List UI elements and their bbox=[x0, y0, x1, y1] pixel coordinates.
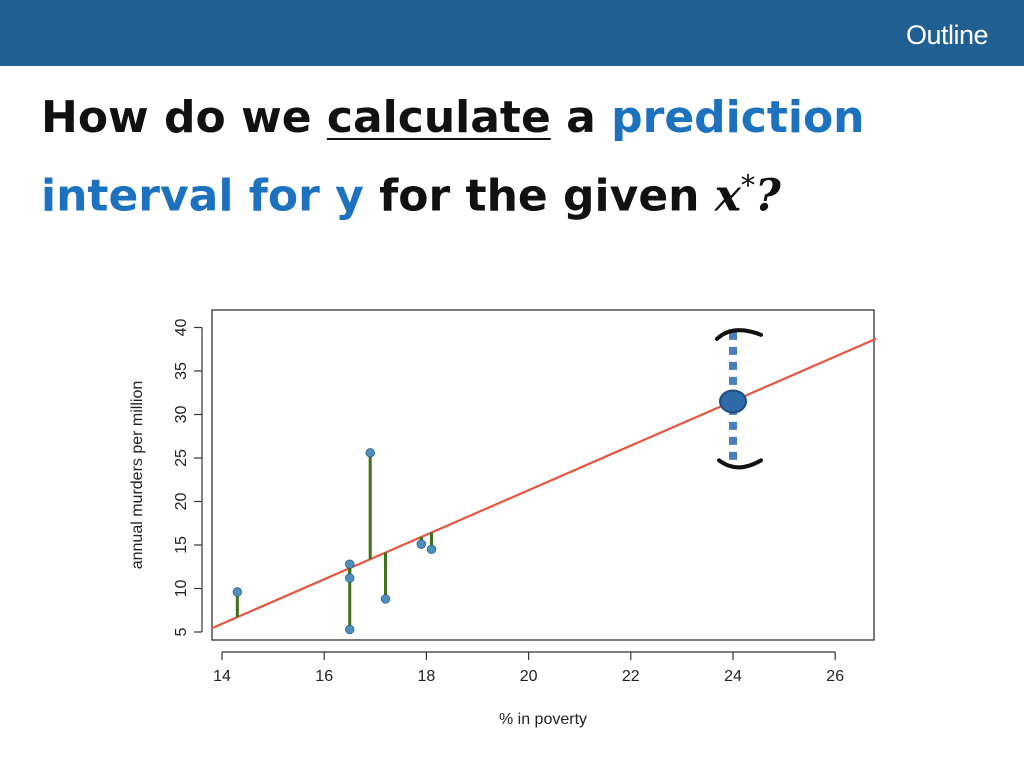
x-tick-label: 24 bbox=[724, 668, 742, 685]
x-tick-label: 18 bbox=[418, 668, 436, 685]
plot-frame bbox=[211, 309, 875, 641]
outline-link[interactable]: Outline bbox=[905, 20, 989, 50]
lower-bracket bbox=[717, 458, 763, 470]
data-point bbox=[365, 448, 375, 458]
y-tick-label: 30 bbox=[173, 406, 190, 424]
y-tick-label: 35 bbox=[173, 362, 190, 380]
data-point bbox=[345, 624, 355, 635]
title-text: a bbox=[550, 92, 612, 143]
header-bar: Outline bbox=[0, 0, 1024, 66]
math-superscript: * bbox=[741, 169, 756, 202]
slide-title: How do we calculate a prediction interva… bbox=[41, 84, 981, 231]
x-tick-label: 14 bbox=[213, 668, 231, 685]
title-text: for the given bbox=[363, 170, 715, 222]
x-axis-title: % in poverty bbox=[499, 711, 587, 728]
y-tick-label: 10 bbox=[173, 580, 190, 598]
data-point bbox=[380, 594, 391, 604]
data-point bbox=[345, 559, 355, 569]
x-tick-label: 16 bbox=[315, 668, 333, 685]
data-point bbox=[345, 573, 355, 583]
title-question-mark: ? bbox=[755, 170, 781, 222]
y-tick-label: 15 bbox=[173, 536, 190, 554]
data-point bbox=[232, 587, 243, 597]
prediction-point bbox=[719, 389, 747, 414]
x-tick-label: 22 bbox=[622, 668, 640, 685]
y-tick-label: 25 bbox=[173, 449, 190, 467]
title-underlined-word: calculate bbox=[326, 92, 551, 143]
data-point bbox=[416, 539, 426, 549]
data-point bbox=[426, 544, 437, 555]
upper-bracket bbox=[715, 328, 763, 341]
title-text: How do we bbox=[41, 92, 327, 143]
math-variable: x bbox=[714, 170, 742, 222]
y-tick-label: 5 bbox=[173, 627, 190, 636]
y-tick-label: 40 bbox=[173, 319, 190, 337]
regression-line bbox=[211, 337, 877, 630]
y-axis-title: annual murders per million bbox=[129, 381, 146, 570]
x-tick-label: 26 bbox=[826, 668, 844, 685]
title-accent-prediction: prediction bbox=[611, 92, 865, 143]
y-tick-label: 20 bbox=[173, 493, 190, 511]
x-tick-label: 20 bbox=[520, 668, 538, 685]
title-accent-interval: interval for y bbox=[41, 170, 364, 222]
